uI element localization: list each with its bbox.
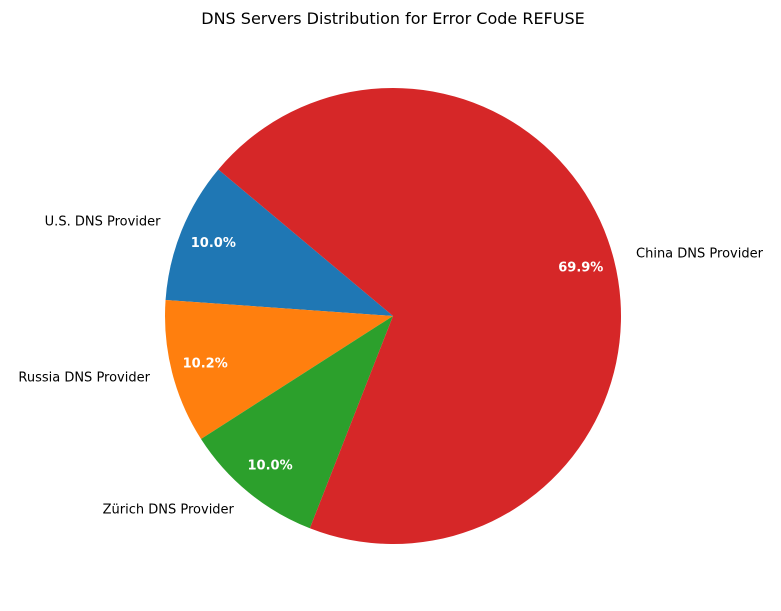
- pie-slice-russia-dns-provider: [165, 299, 393, 439]
- slice-percent-russia-dns-provider: 10.2%: [183, 356, 228, 371]
- pie-slices: [165, 87, 622, 544]
- chart-title: DNS Servers Distribution for Error Code …: [201, 9, 584, 28]
- slice-label-u-s-dns-provider: U.S. DNS Provider: [45, 214, 161, 229]
- pie-labels: U.S. DNS Provider 10.0% Russia DNS Provide…: [18, 214, 763, 517]
- slice-label-zurich-dns-provider: Zürich DNS Provider: [103, 502, 235, 517]
- pie-slice-zurich-dns-provider: [201, 316, 393, 529]
- slice-label-china-dns-provider: China DNS Provider: [636, 247, 764, 262]
- pie-slice-china-dns-provider: [218, 87, 622, 544]
- slice-label-russia-dns-provider: Russia DNS Provider: [18, 370, 150, 385]
- slice-percent-u-s-dns-provider: 10.0%: [191, 236, 236, 251]
- slice-percent-zurich-dns-provider: 10.0%: [248, 458, 293, 473]
- slice-percent-china-dns-provider: 69.9%: [558, 261, 603, 276]
- pie-slice-u-s-dns-provider: [165, 169, 393, 316]
